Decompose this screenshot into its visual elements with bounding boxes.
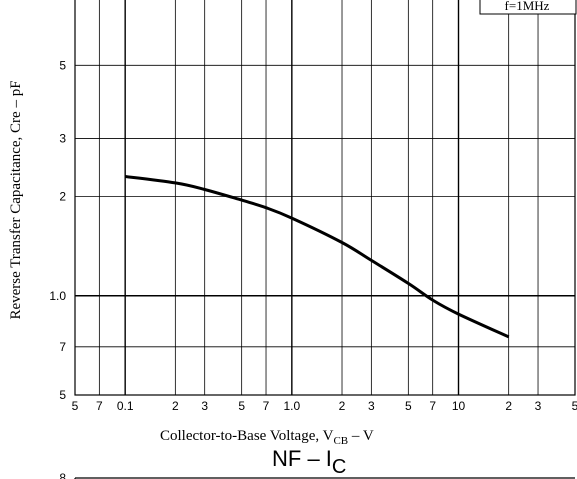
x-tick-label: 7 <box>263 399 270 413</box>
x-axis-label: Collector-to-Base Voltage, VCB – V <box>160 428 374 447</box>
x-tick-label: 5 <box>572 399 577 413</box>
y-tick-label: 5 <box>59 388 66 402</box>
x-tick-label: 0.1 <box>117 399 134 413</box>
series-line-cre <box>125 175 510 339</box>
x-tick-labels: 5 7 0.1 2 3 5 7 1.0 2 3 5 7 10 2 3 5 <box>72 399 577 413</box>
plot-frame <box>74 0 576 396</box>
x-tick-label: 1.0 <box>283 399 300 413</box>
x-tick-label: 3 <box>368 399 375 413</box>
y-tick-labels: 5 7 1.0 2 3 5 <box>49 58 66 402</box>
frequency-note: f=1MHz <box>505 0 550 13</box>
y-tick-label: 2 <box>59 190 66 204</box>
x-tick-label: 10 <box>452 399 466 413</box>
x-tick-label: 7 <box>96 399 103 413</box>
x-tick-label: 5 <box>238 399 245 413</box>
x-axis-label-sub: CB <box>333 435 348 447</box>
next-chart-title: NF – IC <box>272 446 346 478</box>
x-tick-label: 2 <box>339 399 346 413</box>
y-axis-label: Reverse Transfer Capacitance, Cre – pF <box>8 80 24 319</box>
x-tick-label: 5 <box>405 399 412 413</box>
x-axis-label-unit: – V <box>348 428 374 444</box>
x-tick-label: 2 <box>505 399 512 413</box>
y-tick-label: 7 <box>59 340 66 354</box>
x-tick-label: 2 <box>172 399 179 413</box>
y-tick-label: 1.0 <box>49 289 66 303</box>
x-tick-label: 5 <box>72 399 79 413</box>
y-tick-label: 5 <box>59 58 66 72</box>
next-chart-title-sub: C <box>332 456 346 478</box>
grid-lines <box>74 0 576 396</box>
x-tick-label: 3 <box>201 399 208 413</box>
x-tick-label: 7 <box>429 399 436 413</box>
x-tick-label: 3 <box>535 399 542 413</box>
next-chart-y-tick: 8 <box>59 471 66 479</box>
next-chart-title-main: NF – I <box>272 446 332 471</box>
x-axis-label-main: Collector-to-Base Voltage, V <box>160 428 334 444</box>
legend-box <box>479 0 577 15</box>
y-tick-label: 3 <box>59 131 66 145</box>
